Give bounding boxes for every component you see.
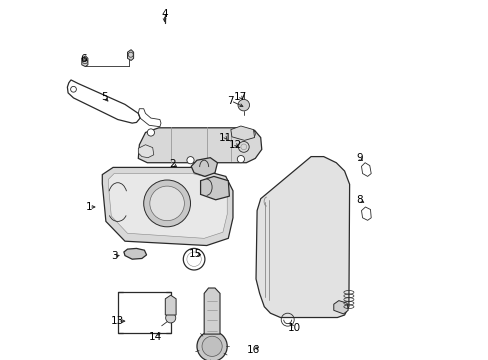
Text: 14: 14 xyxy=(148,332,162,342)
Text: 7: 7 xyxy=(227,96,234,106)
Text: 8: 8 xyxy=(356,195,362,205)
Text: 17: 17 xyxy=(234,92,247,102)
Polygon shape xyxy=(333,301,347,314)
Text: 10: 10 xyxy=(287,323,300,333)
Polygon shape xyxy=(165,295,176,315)
Polygon shape xyxy=(204,288,220,334)
Polygon shape xyxy=(200,176,229,200)
Polygon shape xyxy=(127,50,133,60)
Polygon shape xyxy=(81,56,88,67)
Polygon shape xyxy=(191,158,217,176)
Circle shape xyxy=(202,336,222,356)
Text: 13: 13 xyxy=(111,316,124,326)
Text: 2: 2 xyxy=(169,159,176,169)
Circle shape xyxy=(237,156,244,163)
Text: 3: 3 xyxy=(111,251,117,261)
Circle shape xyxy=(247,130,255,138)
Polygon shape xyxy=(138,145,153,158)
Circle shape xyxy=(197,331,227,360)
Circle shape xyxy=(147,129,154,136)
Circle shape xyxy=(143,180,190,227)
Polygon shape xyxy=(138,128,261,163)
Polygon shape xyxy=(123,248,146,259)
Text: 4: 4 xyxy=(161,9,167,19)
Text: 9: 9 xyxy=(356,153,362,163)
Text: 15: 15 xyxy=(189,249,202,259)
Circle shape xyxy=(70,86,76,92)
Polygon shape xyxy=(108,174,227,238)
Circle shape xyxy=(165,313,175,323)
Text: 11: 11 xyxy=(218,132,232,143)
Text: 16: 16 xyxy=(247,345,260,355)
Text: 6: 6 xyxy=(80,54,86,64)
Text: 5: 5 xyxy=(101,92,107,102)
Circle shape xyxy=(149,186,184,221)
Circle shape xyxy=(186,157,194,164)
Text: 1: 1 xyxy=(85,202,92,212)
Bar xyxy=(118,292,171,333)
Polygon shape xyxy=(230,126,254,140)
Text: 12: 12 xyxy=(229,140,242,150)
Polygon shape xyxy=(256,157,349,318)
Circle shape xyxy=(238,99,249,111)
Polygon shape xyxy=(102,167,232,246)
